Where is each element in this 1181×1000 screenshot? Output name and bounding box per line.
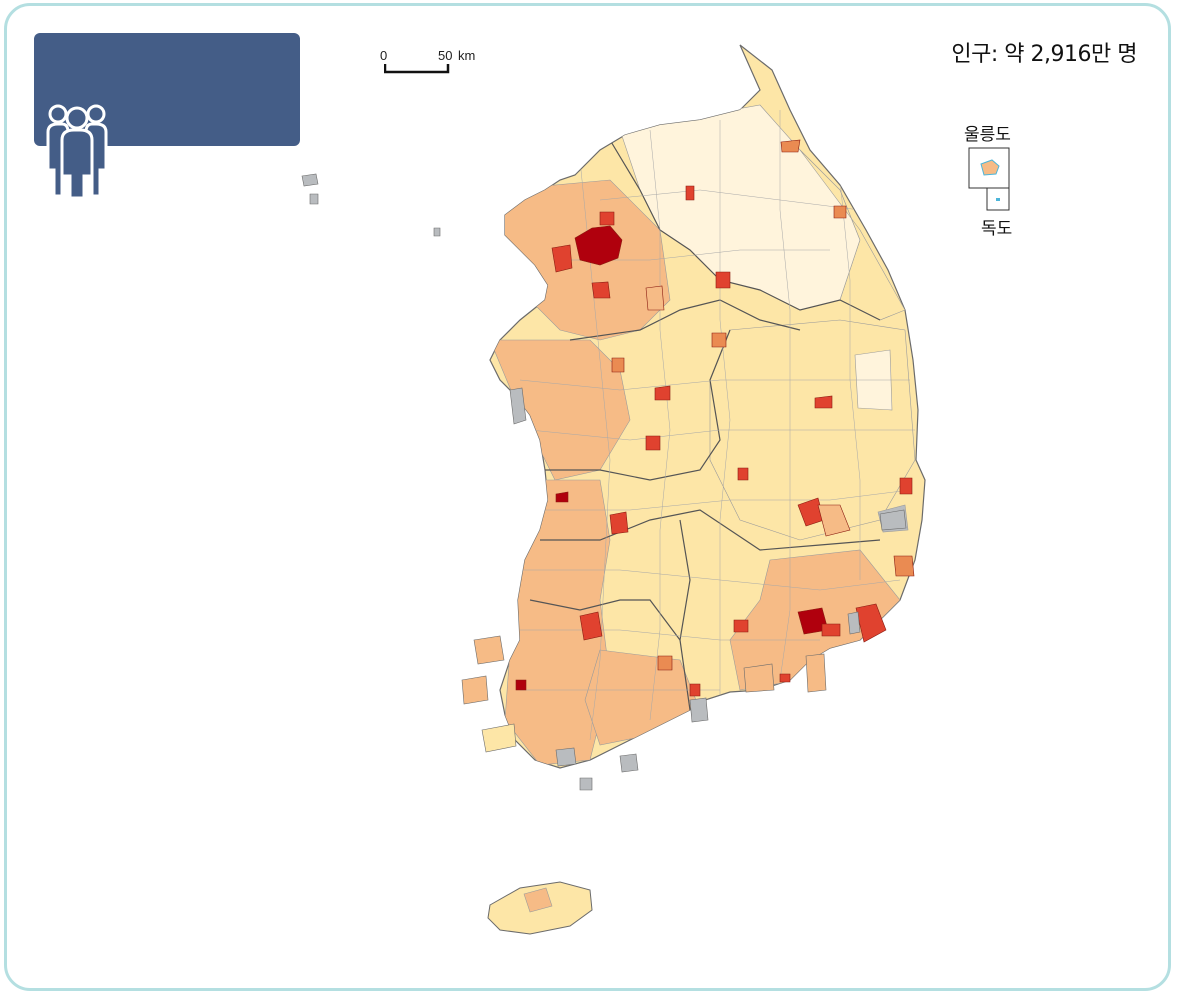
inset-boxes xyxy=(968,147,1010,211)
gyeonggi-city-2 xyxy=(591,281,611,299)
gangwon-city-1 xyxy=(685,185,695,201)
ulleungdo-island xyxy=(980,159,1000,176)
suncheon-city xyxy=(689,683,701,697)
dokdo-label: 독도 xyxy=(981,219,1013,239)
gunsan-city xyxy=(555,491,569,503)
islands xyxy=(301,173,907,791)
dokdo-island xyxy=(996,198,1000,201)
gyeongnam-city-1 xyxy=(733,619,749,633)
pohang-city xyxy=(899,477,913,495)
gangwon-coast-1 xyxy=(780,139,801,153)
chungnam-city-1 xyxy=(611,357,625,373)
city-hotspots xyxy=(515,139,915,697)
scale-bar: 0 50 km xyxy=(376,44,496,80)
tongyeong-city xyxy=(779,673,791,683)
scale-distance-label: 50 xyxy=(438,48,453,63)
gimhae-city xyxy=(821,623,841,637)
busan-city xyxy=(855,603,887,643)
chungbuk-city xyxy=(711,332,727,348)
gyeonggi-city-3 xyxy=(645,285,665,311)
people-group-icon xyxy=(46,104,108,200)
gyeonggi-city-1 xyxy=(599,211,615,226)
mokpo-city xyxy=(515,679,527,691)
scale-unit-label: km xyxy=(458,48,476,63)
ulleungdo-label: 울릉도 xyxy=(964,125,1011,145)
scale-line xyxy=(384,64,450,74)
seoul-district xyxy=(574,225,623,266)
incheon-district xyxy=(551,244,573,273)
scale-zero-label: 0 xyxy=(380,48,388,63)
daejeon-city xyxy=(654,385,671,401)
sejong-city xyxy=(645,435,661,451)
ulsan-area xyxy=(893,555,915,577)
daegu-outer xyxy=(817,504,851,537)
jeonbuk-city xyxy=(609,511,629,535)
gangwon-coast-2 xyxy=(833,205,847,219)
yeosu-city xyxy=(657,655,673,671)
gangwon-city-2 xyxy=(715,271,731,289)
gyeongbuk-city-1 xyxy=(814,395,833,409)
gwangju-city xyxy=(579,611,603,641)
gyeongbuk-city-2 xyxy=(737,467,749,481)
population-total-label: 인구: 약 2,916만 명 xyxy=(951,42,1137,67)
jeju-island xyxy=(487,881,593,935)
